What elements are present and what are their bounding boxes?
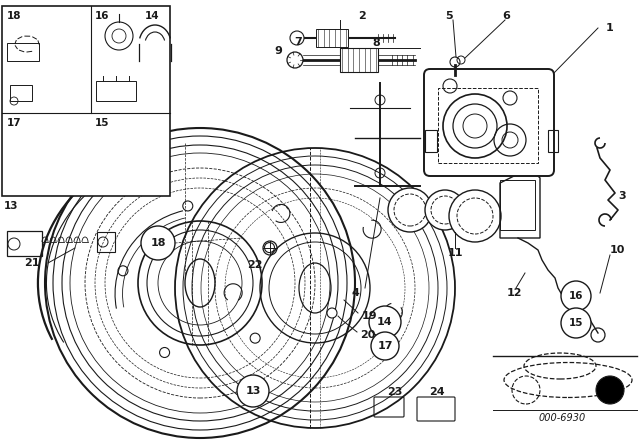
Text: 6: 6 xyxy=(502,11,510,21)
Text: 2: 2 xyxy=(358,11,366,21)
Circle shape xyxy=(561,308,591,338)
Circle shape xyxy=(237,375,269,407)
Bar xyxy=(10,85,32,101)
Bar xyxy=(548,130,558,152)
Text: 21: 21 xyxy=(24,258,40,268)
Text: 19: 19 xyxy=(362,311,378,321)
Text: 15: 15 xyxy=(569,318,583,328)
Circle shape xyxy=(371,332,399,360)
Bar xyxy=(2,6,170,196)
Text: 3: 3 xyxy=(618,191,626,201)
Bar xyxy=(500,180,535,230)
Text: 000-6930: 000-6930 xyxy=(538,413,586,423)
Bar xyxy=(7,231,42,256)
Circle shape xyxy=(369,306,401,338)
Text: 16: 16 xyxy=(95,11,109,21)
Circle shape xyxy=(287,52,303,68)
Text: 15: 15 xyxy=(95,118,109,128)
Text: 7: 7 xyxy=(294,37,302,47)
Text: 17: 17 xyxy=(377,341,393,351)
Text: 14: 14 xyxy=(145,11,159,21)
FancyBboxPatch shape xyxy=(424,69,554,176)
Bar xyxy=(438,88,538,163)
Text: 13: 13 xyxy=(4,201,19,211)
Text: 4: 4 xyxy=(351,288,359,298)
Text: 18: 18 xyxy=(150,238,166,248)
Circle shape xyxy=(290,31,304,45)
Text: 20: 20 xyxy=(360,330,376,340)
Text: 11: 11 xyxy=(447,248,463,258)
Circle shape xyxy=(596,376,624,404)
Text: 16: 16 xyxy=(569,291,583,301)
Text: 22: 22 xyxy=(247,260,263,270)
Text: 13: 13 xyxy=(245,386,260,396)
Text: 10: 10 xyxy=(609,245,625,255)
Circle shape xyxy=(425,190,465,230)
Text: 5: 5 xyxy=(445,11,453,21)
Bar xyxy=(96,81,136,101)
Text: 12: 12 xyxy=(506,288,522,298)
Circle shape xyxy=(561,281,591,311)
Text: 24: 24 xyxy=(429,387,445,397)
Bar xyxy=(7,43,39,61)
Circle shape xyxy=(327,308,337,318)
Text: 17: 17 xyxy=(7,118,22,128)
Circle shape xyxy=(449,190,501,242)
Text: 14: 14 xyxy=(377,317,393,327)
Bar xyxy=(316,29,348,47)
Text: 8: 8 xyxy=(372,38,380,48)
Text: 1: 1 xyxy=(606,23,614,33)
Bar xyxy=(340,48,378,72)
Circle shape xyxy=(141,226,175,260)
Text: 18: 18 xyxy=(7,11,22,21)
Text: 23: 23 xyxy=(387,387,403,397)
Bar xyxy=(97,232,115,252)
Circle shape xyxy=(388,188,432,232)
Text: 9: 9 xyxy=(274,46,282,56)
Bar xyxy=(425,130,437,152)
